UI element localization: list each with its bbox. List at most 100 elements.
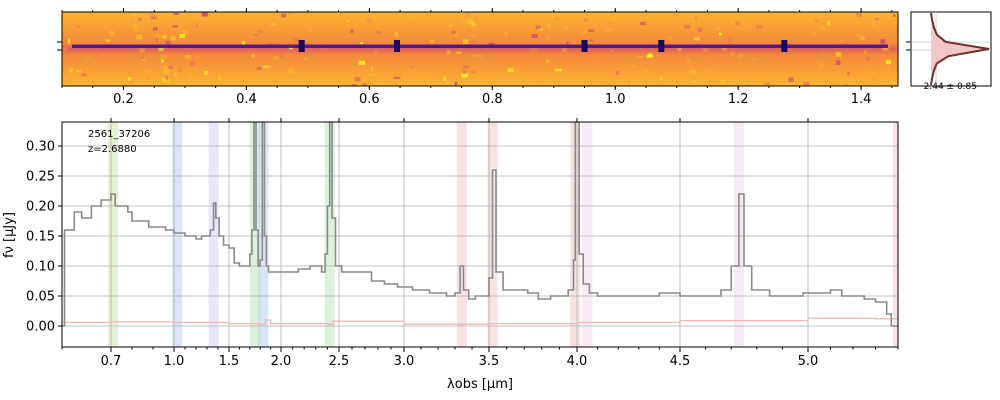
image-noise-pixel bbox=[708, 69, 715, 73]
image-noise-pixel bbox=[594, 60, 601, 66]
image-noise-pixel bbox=[448, 23, 453, 28]
image-noise-pixel bbox=[455, 33, 458, 37]
image-noise-pixel bbox=[462, 69, 467, 75]
image-noise-pixel bbox=[627, 24, 632, 27]
image-noise-pixel bbox=[309, 27, 313, 32]
image-noise-pixel bbox=[393, 76, 401, 79]
y-tick-label: 0.30 bbox=[26, 140, 55, 155]
image-noise-pixel bbox=[143, 66, 150, 71]
image-noise-pixel bbox=[131, 17, 134, 21]
profile-fill bbox=[931, 13, 989, 85]
image-noise-pixel bbox=[304, 57, 308, 60]
y-axis: 0.00 0.05 0.10 0.15 0.20 0.25 0.30 bbox=[26, 140, 62, 335]
image-noise-pixel bbox=[374, 49, 379, 55]
image-noise-pixel bbox=[144, 69, 151, 73]
image-noise-pixel bbox=[274, 19, 282, 23]
line-band bbox=[250, 122, 260, 347]
image-noise-pixel bbox=[179, 34, 186, 39]
image-noise-pixel bbox=[153, 27, 158, 31]
error-line bbox=[62, 317, 898, 325]
image-noise-pixel bbox=[720, 79, 726, 85]
image-noise-pixel bbox=[78, 37, 86, 41]
image-noise-pixel bbox=[135, 34, 143, 40]
line-band bbox=[172, 122, 183, 347]
image-noise-pixel bbox=[896, 28, 898, 31]
image-noise-pixel bbox=[644, 69, 648, 74]
image-noise-pixel bbox=[172, 25, 178, 28]
x-tick-label: 4.0 bbox=[567, 354, 588, 369]
image-noise-pixel bbox=[204, 70, 208, 75]
image-noise-pixel bbox=[764, 82, 770, 85]
image-noise-pixel bbox=[173, 12, 180, 15]
image-noise-pixel bbox=[287, 12, 294, 16]
image-noise-pixel bbox=[466, 19, 474, 24]
image-noise-pixel bbox=[744, 26, 750, 29]
image-noise-pixel bbox=[351, 84, 357, 86]
image-noise-pixel bbox=[446, 80, 449, 85]
image-noise-pixel bbox=[636, 56, 643, 59]
image-noise-pixel bbox=[803, 82, 810, 86]
profile-curve bbox=[930, 12, 990, 86]
y-tick-label: 0.20 bbox=[26, 200, 55, 215]
image-noise-pixel bbox=[156, 36, 160, 41]
image-noise-pixel bbox=[882, 46, 889, 51]
x-tick-label: 2.5 bbox=[329, 354, 350, 369]
image-noise-pixel bbox=[195, 23, 199, 28]
image-noise-pixel bbox=[646, 54, 653, 58]
image-noise-pixel bbox=[370, 66, 374, 71]
image-noise-pixel bbox=[693, 37, 700, 41]
image-noise-pixel bbox=[382, 81, 390, 84]
image-noise-pixel bbox=[627, 80, 630, 84]
x-axis-label: λobs [μm] bbox=[447, 377, 513, 392]
image-noise-pixel bbox=[190, 76, 193, 79]
image-noise-pixel bbox=[830, 82, 837, 86]
y-axis-label: fν [μJy] bbox=[2, 212, 17, 258]
image-noise-pixel bbox=[583, 18, 589, 22]
image-noise-pixel bbox=[445, 83, 450, 86]
image-noise-pixel bbox=[814, 19, 819, 22]
image-noise-pixel bbox=[611, 17, 617, 21]
image-noise-pixel bbox=[77, 25, 80, 28]
image-noise-pixel bbox=[700, 38, 703, 41]
image-noise-pixel bbox=[93, 14, 98, 18]
image-noise-pixel bbox=[170, 36, 176, 41]
image-noise-pixel bbox=[338, 14, 343, 18]
image-x-tick-label: 0.6 bbox=[359, 92, 380, 107]
image-noise-pixel bbox=[346, 19, 349, 23]
image-noise-pixel bbox=[780, 71, 788, 75]
image-noise-pixel bbox=[220, 60, 226, 65]
image-noise-pixel bbox=[752, 57, 757, 61]
image-noise-pixel bbox=[127, 77, 132, 82]
image-noise-pixel bbox=[616, 70, 620, 75]
image-noise-pixel bbox=[563, 26, 569, 30]
image-noise-pixel bbox=[125, 20, 133, 23]
image-noise-pixel bbox=[730, 52, 735, 57]
redshift-label: z=2.6880 bbox=[88, 144, 137, 155]
image-noise-pixel bbox=[668, 35, 673, 40]
image-noise-pixel bbox=[272, 55, 280, 60]
image-noise-pixel bbox=[162, 35, 167, 39]
x-tick-label: 1.0 bbox=[164, 354, 185, 369]
image-noise-pixel bbox=[865, 57, 871, 61]
image-noise-pixel bbox=[730, 21, 737, 27]
image-noise-pixel bbox=[694, 16, 697, 21]
image-noise-pixel bbox=[134, 27, 139, 33]
image-noise-pixel bbox=[738, 53, 744, 59]
image-noise-pixel bbox=[105, 39, 111, 42]
image-x-tick-label: 0.8 bbox=[482, 92, 503, 107]
image-noise-pixel bbox=[411, 21, 416, 24]
image-noise-pixel bbox=[320, 46, 326, 50]
image-noise-pixel bbox=[697, 27, 703, 32]
image-noise-pixel bbox=[195, 56, 201, 59]
image-noise-pixel bbox=[454, 81, 457, 86]
image-noise-pixel bbox=[76, 70, 82, 73]
image-x-tick-label: 1.0 bbox=[605, 92, 626, 107]
image-noise-pixel bbox=[376, 31, 382, 34]
image-noise-pixel bbox=[465, 12, 471, 17]
image-noise-pixel bbox=[81, 73, 87, 76]
image-noise-pixel bbox=[362, 82, 367, 86]
image-noise-pixel bbox=[166, 79, 170, 83]
x-tick-label: 3.0 bbox=[394, 354, 415, 369]
image-noise-pixel bbox=[705, 59, 709, 64]
image-noise-pixel bbox=[772, 14, 776, 19]
